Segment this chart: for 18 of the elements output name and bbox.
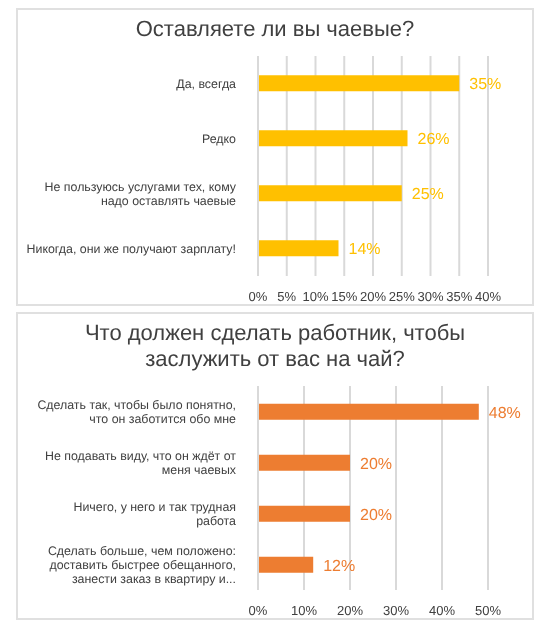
data-label: 25% xyxy=(411,184,444,203)
data-label: 35% xyxy=(469,74,502,93)
bar xyxy=(258,240,339,257)
data-label: 48% xyxy=(488,403,521,422)
data-label: 20% xyxy=(360,505,393,524)
bar xyxy=(258,505,350,522)
data-label: 20% xyxy=(360,454,393,473)
data-label: 14% xyxy=(348,239,381,258)
bar xyxy=(258,130,408,147)
chart-title: Оставляете ли вы чаевые? xyxy=(133,16,417,46)
bar xyxy=(258,403,479,420)
bar xyxy=(258,556,314,573)
data-label: 12% xyxy=(323,556,356,575)
bar xyxy=(258,185,402,202)
bar xyxy=(258,75,460,92)
chart-title: Что должен сделать работник, чтобы заслужить от вас на чай? xyxy=(82,320,468,376)
data-label: 26% xyxy=(417,129,450,148)
bar xyxy=(258,454,350,471)
